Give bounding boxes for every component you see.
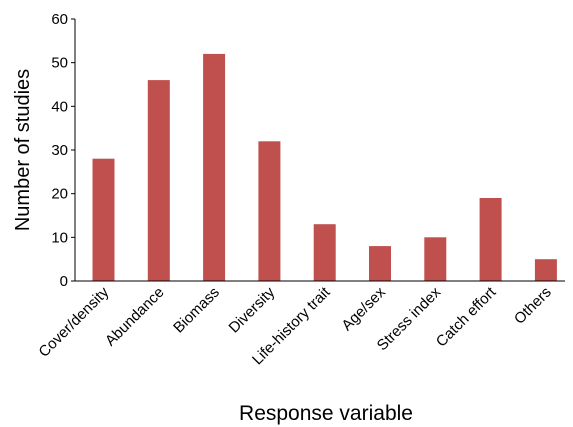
bar-7 <box>479 198 502 281</box>
x-axis-title: Response variable <box>239 402 413 425</box>
y-axis-title: Number of studies <box>12 69 34 231</box>
y-tick-label: 30 <box>51 142 68 159</box>
bar-0 <box>92 158 115 281</box>
x-tick-label: Abundance <box>102 284 168 350</box>
y-tick-label: 40 <box>51 98 68 115</box>
x-tick-label: Biomass <box>170 284 223 337</box>
x-tick-label: Catch effort <box>433 283 500 350</box>
y-tick-label: 0 <box>60 273 68 290</box>
bar-3 <box>258 141 281 281</box>
bars <box>92 53 557 282</box>
axes <box>71 18 565 282</box>
x-tick-label: Others <box>511 284 555 328</box>
bar-5 <box>369 246 391 281</box>
bar-1 <box>147 80 170 281</box>
bar-4 <box>313 224 336 281</box>
bar-2 <box>203 53 226 282</box>
y-tick-label: 20 <box>51 186 68 203</box>
y-tick-label: 50 <box>51 55 68 72</box>
y-tick-label: 60 <box>51 11 68 28</box>
y-tick-label: 10 <box>51 229 68 246</box>
bar-8 <box>534 259 557 281</box>
x-tick-label: Diversity <box>226 283 279 336</box>
bar-6 <box>424 237 447 281</box>
x-tick-label: Cover/density <box>35 283 112 360</box>
x-tick-label: Age/sex <box>338 283 389 334</box>
